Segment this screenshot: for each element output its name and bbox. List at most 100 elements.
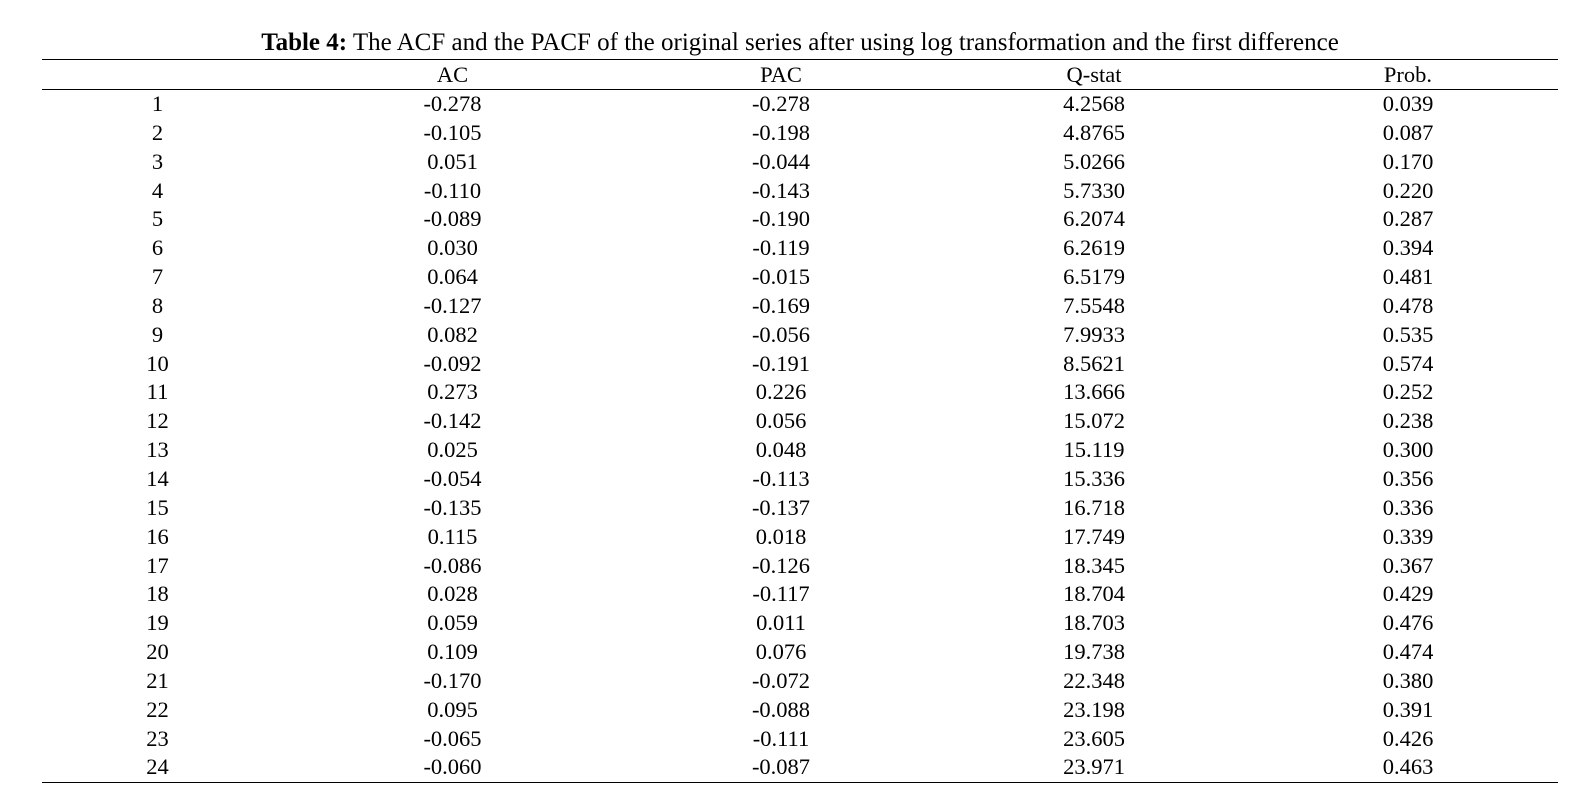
table-row: 21 -0.170 -0.072 22.348 0.380 [42,667,1558,696]
cell-ac: 0.109 [427,639,478,665]
cell-q-stat: 19.738 [1063,639,1125,665]
cell-pac: 0.076 [755,639,807,665]
cell-pac: -0.072 [751,667,811,693]
cell-pac: 0.226 [755,379,807,405]
cell-ac: -0.086 [423,552,482,578]
cell-prob: 0.087 [1382,119,1434,145]
cell-prob: 0.391 [1382,696,1434,722]
cell-ac: 0.028 [427,581,478,607]
cell-ac: 0.095 [427,696,478,722]
cell-q-stat: 18.345 [1063,552,1125,578]
cell-prob: 0.170 [1382,148,1434,174]
cell-q-stat: 17.749 [1063,523,1125,549]
cell-ac: 0.273 [427,379,478,405]
cell-q-stat: 6.2619 [1063,235,1125,261]
cell-q-stat: 18.703 [1063,610,1125,636]
caption-text: The ACF and the PACF of the original ser… [347,29,1339,56]
cell-lag: 24 [146,754,169,780]
header-q-stat: Q-stat [1066,62,1122,87]
cell-prob: 0.476 [1382,610,1434,636]
cell-lag: 8 [151,292,164,318]
cell-pac: 0.018 [755,523,807,549]
cell-q-stat: 15.072 [1063,408,1125,434]
cell-pac: -0.117 [752,581,810,607]
cell-lag: 5 [151,206,164,232]
cell-pac: 0.056 [755,408,807,434]
cell-prob: 0.380 [1382,667,1434,693]
cell-ac: -0.135 [423,494,482,520]
cell-pac: -0.056 [751,321,811,347]
cell-pac: -0.191 [751,350,811,376]
cell-ac: 0.059 [427,610,478,636]
cell-pac: -0.169 [751,292,811,318]
table-row: 7 0.064 -0.015 6.5179 0.481 [42,263,1558,292]
cell-q-stat: 13.666 [1063,379,1125,405]
cell-lag: 3 [151,148,164,174]
cell-lag: 10 [146,350,169,376]
cell-lag: 21 [146,667,169,693]
cell-pac: 0.011 [756,610,806,636]
cell-ac: -0.092 [423,350,482,376]
cell-pac: -0.198 [751,119,811,145]
table-row: 14 -0.054 -0.113 15.336 0.356 [42,465,1558,494]
table-row: 16 0.115 0.018 17.749 0.339 [42,523,1558,552]
table-row: 17 -0.086 -0.126 18.345 0.367 [42,552,1558,581]
cell-q-stat: 7.5548 [1063,292,1125,318]
cell-pac: -0.143 [751,177,811,203]
table-row: 4 -0.110 -0.143 5.7330 0.220 [42,177,1558,206]
table-row: 23 -0.065 -0.111 23.605 0.426 [42,725,1558,754]
cell-ac: -0.170 [423,667,482,693]
cell-q-stat: 4.2568 [1063,91,1125,116]
cell-q-stat: 6.2074 [1063,206,1125,232]
cell-lag: 6 [151,235,164,261]
table-row: 6 0.030 -0.119 6.2619 0.394 [42,234,1558,263]
cell-lag: 4 [151,177,164,203]
cell-ac: 0.051 [427,148,478,174]
table-row: 11 0.273 0.226 13.666 0.252 [42,378,1558,407]
cell-ac: -0.105 [423,119,482,145]
cell-q-stat: 4.8765 [1063,119,1125,145]
cell-ac: -0.054 [423,465,482,491]
cell-prob: 0.394 [1382,235,1434,261]
cell-pac: -0.126 [751,552,811,578]
cell-lag: 9 [151,321,164,347]
cell-q-stat: 8.5621 [1063,350,1125,376]
cell-prob: 0.474 [1382,639,1434,665]
cell-ac: -0.110 [423,177,482,203]
cell-prob: 0.463 [1382,754,1434,780]
table-row: 1 -0.278 -0.278 4.2568 0.039 [42,90,1558,119]
cell-pac: -0.113 [752,465,810,491]
cell-ac: -0.065 [423,725,482,751]
caption-label: Table 4: [261,29,348,56]
cell-ac: 0.064 [427,264,478,290]
cell-lag: 14 [146,465,169,491]
cell-prob: 0.574 [1382,350,1434,376]
table-row: 3 0.051 -0.044 5.0266 0.170 [42,148,1558,177]
cell-q-stat: 23.198 [1063,696,1125,722]
cell-q-stat: 5.0266 [1063,148,1125,174]
cell-pac: -0.190 [751,206,811,232]
cell-prob: 0.367 [1382,552,1434,578]
cell-prob: 0.339 [1382,523,1434,549]
cell-ac: 0.082 [427,321,478,347]
cell-ac: 0.030 [427,235,478,261]
table-row: 24 -0.060 -0.087 23.971 0.463 [42,753,1558,783]
table-row: 13 0.025 0.048 15.119 0.300 [42,436,1558,465]
cell-q-stat: 18.704 [1063,581,1125,607]
cell-ac: -0.127 [423,292,482,318]
table-row: 15 -0.135 -0.137 16.718 0.336 [42,494,1558,523]
acf-pacf-table: AC PAC Q-stat Prob. 1 -0.278 -0.278 4.2568 0… [42,59,1558,783]
cell-ac: -0.278 [423,91,482,116]
cell-lag: 20 [146,639,169,665]
cell-prob: 0.252 [1382,379,1434,405]
cell-lag: 13 [146,437,169,463]
cell-q-stat: 5.7330 [1063,177,1125,203]
header-prob: Prob. [1383,62,1433,87]
cell-q-stat: 6.5179 [1063,264,1125,290]
table-row: 9 0.082 -0.056 7.9933 0.535 [42,321,1558,350]
table-row: 10 -0.092 -0.191 8.5621 0.574 [42,350,1558,379]
cell-lag: 15 [146,494,169,520]
cell-prob: 0.535 [1382,321,1434,347]
cell-pac: -0.087 [751,754,811,780]
cell-ac: 0.025 [427,437,478,463]
